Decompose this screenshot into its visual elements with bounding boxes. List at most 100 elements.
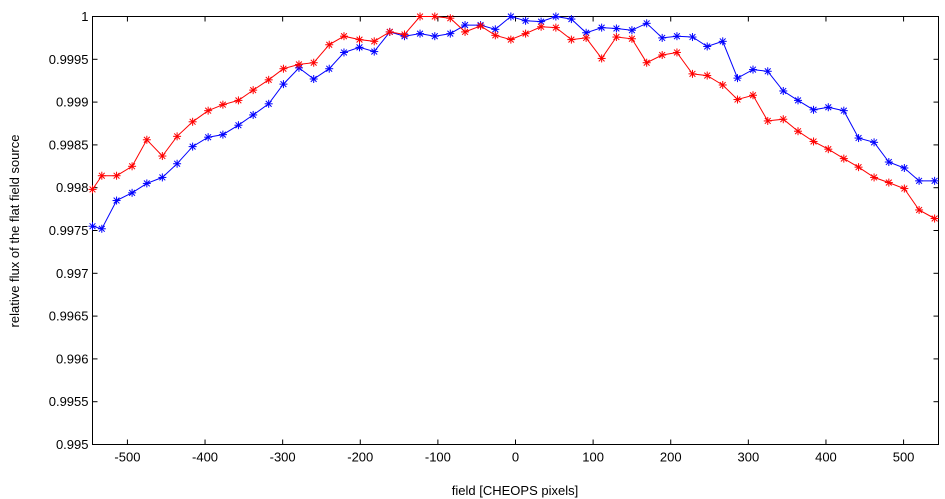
data-point: [749, 91, 758, 100]
data-point: [839, 106, 848, 115]
series-layer: [88, 12, 939, 233]
data-point: [551, 23, 560, 32]
data-point: [703, 71, 712, 80]
y-tick-label: 1: [81, 9, 88, 24]
data-point: [900, 184, 909, 193]
data-point: [491, 31, 500, 40]
data-point: [537, 22, 546, 31]
data-point: [809, 137, 818, 146]
data-point: [234, 121, 243, 130]
data-point: [521, 16, 530, 25]
data-point: [88, 185, 97, 194]
data-point: [218, 130, 227, 139]
data-point: [339, 32, 348, 41]
data-point: [884, 158, 893, 167]
data-point: [658, 33, 667, 42]
x-tick-label: -400: [192, 450, 218, 465]
data-point: [672, 48, 681, 57]
data-point: [930, 176, 939, 185]
data-point: [158, 173, 167, 182]
axis-ticks: -500 -400 -300 -200 -100 0 100 200 300 400 500 0.99…: [49, 9, 939, 465]
plot-area: [92, 16, 939, 445]
series-1: [88, 12, 939, 233]
data-point: [355, 35, 364, 44]
data-point: [749, 65, 758, 74]
data-point: [582, 33, 591, 42]
data-point: [688, 33, 697, 42]
series-line: [92, 15, 935, 230]
y-tick-label: 0.9955: [49, 394, 89, 409]
data-point: [97, 171, 106, 180]
data-point: [672, 32, 681, 41]
data-point: [142, 135, 151, 144]
data-point: [370, 47, 379, 56]
series-2: [88, 12, 939, 223]
data-point: [279, 64, 288, 73]
data-point: [416, 12, 425, 21]
data-point: [627, 26, 636, 35]
data-point: [688, 69, 697, 78]
data-point: [88, 222, 97, 231]
data-point: [234, 96, 243, 105]
y-tick-label: 0.995: [56, 437, 89, 452]
data-point: [249, 110, 258, 119]
data-point: [97, 224, 106, 233]
y-tick-label: 0.997: [56, 266, 89, 281]
data-point: [188, 117, 197, 126]
x-tick-label: 300: [737, 450, 759, 465]
x-tick-label: -300: [270, 450, 296, 465]
data-point: [506, 12, 515, 21]
data-point: [733, 74, 742, 83]
data-point: [506, 35, 515, 44]
data-point: [612, 24, 621, 33]
data-point: [370, 37, 379, 46]
data-point: [884, 178, 893, 187]
data-point: [794, 127, 803, 136]
data-point: [339, 48, 348, 57]
data-point: [112, 171, 121, 180]
data-point: [112, 196, 121, 205]
y-tick-label: 0.998: [56, 180, 89, 195]
data-point: [597, 23, 606, 32]
y-axis-label: relative flux of the flat field source: [7, 135, 22, 328]
data-point: [173, 159, 182, 168]
y-tick-label: 0.9995: [49, 52, 89, 67]
data-point: [264, 99, 273, 108]
data-point: [249, 86, 258, 95]
y-tick-label: 0.9965: [49, 309, 89, 324]
data-point: [325, 64, 334, 73]
data-point: [839, 154, 848, 163]
data-point: [264, 75, 273, 84]
data-point: [142, 179, 151, 188]
data-point: [763, 116, 772, 125]
x-tick-label: 0: [512, 450, 519, 465]
data-point: [567, 15, 576, 24]
data-point: [870, 138, 879, 147]
x-tick-label: 200: [660, 450, 682, 465]
x-tick-label: 100: [582, 450, 604, 465]
y-tick-label: 0.999: [56, 95, 89, 110]
data-point: [658, 51, 667, 60]
data-point: [824, 145, 833, 154]
data-point: [930, 214, 939, 223]
data-point: [794, 96, 803, 105]
data-point: [461, 27, 470, 36]
data-point: [809, 105, 818, 114]
data-point: [854, 134, 863, 143]
data-point: [854, 163, 863, 172]
data-point: [597, 54, 606, 63]
data-point: [309, 58, 318, 67]
x-tick-label: 400: [815, 450, 837, 465]
data-point: [763, 67, 772, 76]
data-point: [915, 205, 924, 214]
data-point: [158, 152, 167, 161]
data-point: [400, 30, 409, 39]
data-point: [915, 176, 924, 185]
data-point: [325, 40, 334, 49]
data-point: [703, 42, 712, 51]
data-point: [627, 34, 636, 43]
data-point: [900, 164, 909, 173]
series-line: [92, 16, 935, 219]
data-point: [173, 132, 182, 141]
